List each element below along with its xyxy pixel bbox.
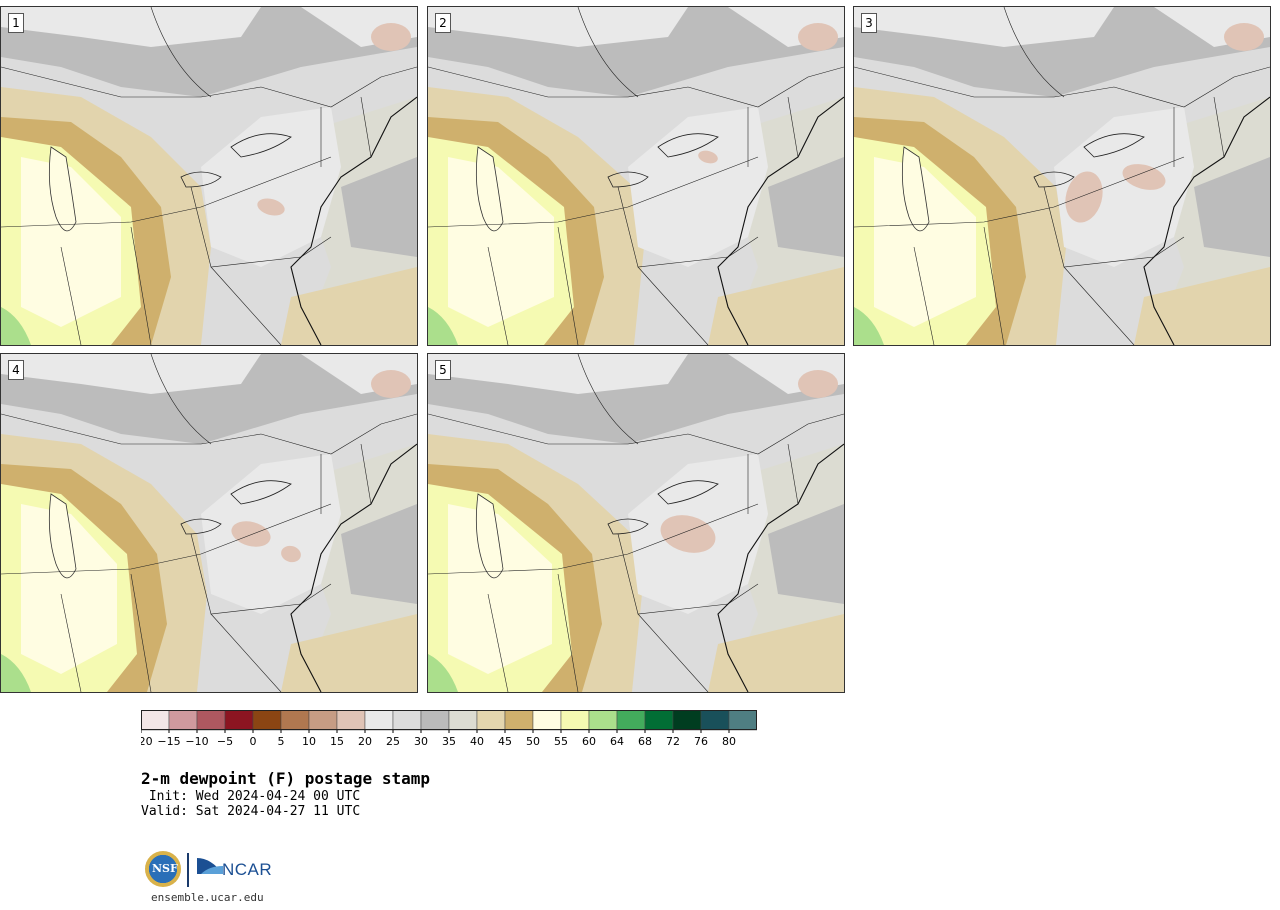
colorbar-tick-label: −20 <box>141 735 153 748</box>
colorbar-swatch <box>588 710 618 731</box>
init-time: Init: Wed 2024-04-24 00 UTC <box>141 789 361 804</box>
logo-divider <box>187 853 189 887</box>
colorbar-swatch <box>672 710 702 731</box>
colorbar-swatch <box>364 710 394 731</box>
title-block: 2-m dewpoint (F) postage stamp Init: Wed… <box>141 769 430 819</box>
colorbar-swatch <box>420 710 450 731</box>
nsf-logo-text: NSF <box>152 862 178 875</box>
colorbar-tick-label: 40 <box>470 735 484 748</box>
dewpoint-map-4 <box>1 354 417 692</box>
colorbar-swatch <box>224 710 254 731</box>
colorbar-tick-label: 25 <box>386 735 400 748</box>
member-label: 1 <box>8 13 24 33</box>
plot-title: 2-m dewpoint (F) postage stamp <box>141 769 430 788</box>
colorbar-swatch <box>392 710 422 731</box>
colorbar-swatch <box>644 710 674 731</box>
colorbar-swatch <box>448 710 478 731</box>
member-panel-2: 2 <box>427 6 845 346</box>
colorbar-swatch <box>196 710 226 731</box>
member-label: 5 <box>435 360 451 380</box>
colorbar-swatch <box>280 710 310 731</box>
member-panel-4: 4 <box>0 353 418 693</box>
colorbar-tick-label: 30 <box>414 735 428 748</box>
colorbar-tick-label: 10 <box>302 735 316 748</box>
dewpoint-map-5 <box>428 354 844 692</box>
colorbar-tick-label: 80 <box>722 735 736 748</box>
colorbar-swatch <box>141 710 170 731</box>
colorbar-swatch <box>476 710 506 731</box>
member-label: 2 <box>435 13 451 33</box>
member-panel-3: 3 <box>853 6 1271 346</box>
dewpoint-map-3 <box>854 7 1270 345</box>
colorbar-tick-label: 0 <box>250 735 257 748</box>
colorbar-swatch <box>504 710 534 731</box>
colorbar-tick-label: 60 <box>582 735 596 748</box>
colorbar-swatch <box>700 710 730 731</box>
dewpoint-map-1 <box>1 7 417 345</box>
colorbar-tick-label: 35 <box>442 735 456 748</box>
colorbar-swatch <box>168 710 198 731</box>
colorbar-tick-label: 15 <box>330 735 344 748</box>
colorbar-tick-label: 5 <box>278 735 285 748</box>
ncar-logo-text: NCAR <box>222 860 273 879</box>
colorbar-tick-label: 20 <box>358 735 372 748</box>
colorbar-swatch <box>728 710 757 731</box>
colorbar-tick-label: 45 <box>498 735 512 748</box>
colorbar-tick-label: −15 <box>157 735 180 748</box>
colorbar-tick-label: 64 <box>610 735 624 748</box>
member-panel-1: 1 <box>0 6 418 346</box>
colorbar-swatch <box>532 710 562 731</box>
site-url: ensemble.ucar.edu <box>151 891 264 904</box>
nsf-logo-icon <box>145 851 181 887</box>
colorbar-tick-label: 76 <box>694 735 708 748</box>
colorbar-tick-label: −10 <box>185 735 208 748</box>
valid-time: Valid: Sat 2024-04-27 11 UTC <box>141 804 361 819</box>
colorbar-tick-label: 55 <box>554 735 568 748</box>
colorbar-swatch <box>560 710 590 731</box>
logo-area: NSF NCAR <box>145 851 285 891</box>
dewpoint-map-2 <box>428 7 844 345</box>
ncar-logo-icon <box>197 858 223 874</box>
dewpoint-colorbar: −20 −15 −10 −5 0 5 10 15 20 25 30 35 40 45 50 55 60 64 68 7… <box>141 710 757 748</box>
colorbar-tick-label: 68 <box>638 735 652 748</box>
colorbar-tick-label: −5 <box>217 735 233 748</box>
colorbar-swatch <box>308 710 338 731</box>
colorbar-tick-label: 50 <box>526 735 540 748</box>
colorbar-swatch <box>616 710 646 731</box>
colorbar-tick-label: 72 <box>666 735 680 748</box>
colorbar-swatch <box>252 710 282 731</box>
member-label: 3 <box>861 13 877 33</box>
member-panel-5: 5 <box>427 353 845 693</box>
member-label: 4 <box>8 360 24 380</box>
colorbar-swatch <box>336 710 366 731</box>
